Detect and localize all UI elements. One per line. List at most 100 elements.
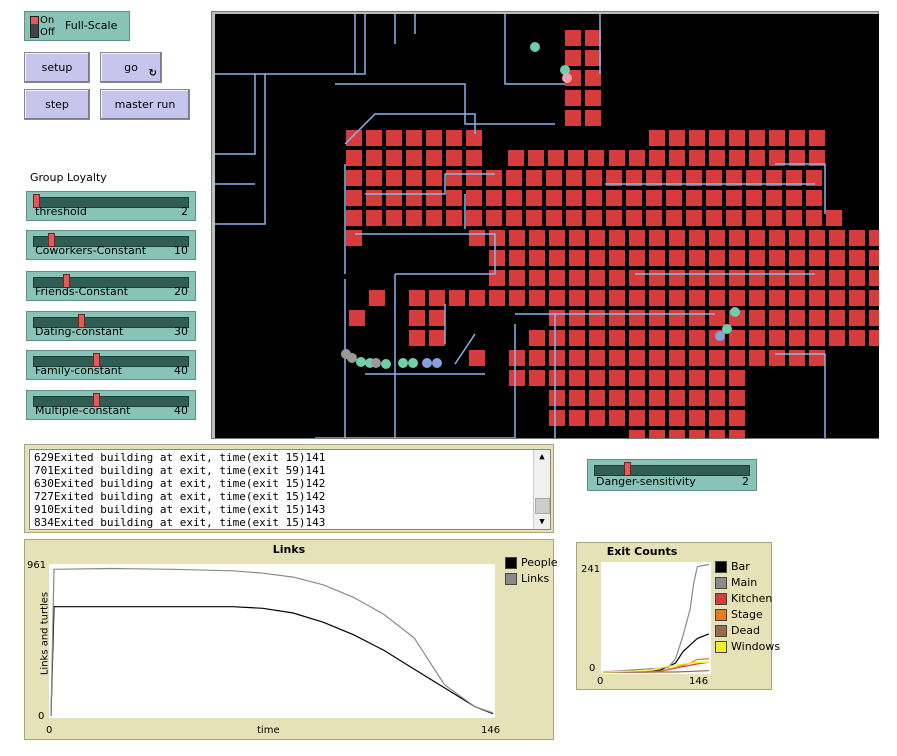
slider-track[interactable] [33, 277, 189, 288]
go-button[interactable]: go ↻ [100, 52, 162, 83]
slider-threshold[interactable]: threshold 2 [26, 191, 196, 221]
slider-coworkers-constant[interactable]: Coworkers-Constant 10 [26, 230, 196, 260]
log-scrollbar[interactable]: ▲ ▼ [533, 450, 550, 529]
setup-button[interactable]: setup [24, 52, 90, 83]
fire-tile [486, 170, 502, 186]
fire-tile [549, 410, 565, 426]
person [381, 359, 391, 369]
slider-friends-constant[interactable]: Friends-Constant 20 [26, 271, 196, 301]
wall-segment [454, 333, 476, 365]
fire-tile [629, 150, 645, 166]
fire-tile [869, 270, 879, 286]
fire-tile [689, 370, 705, 386]
slider-track[interactable] [33, 356, 189, 367]
slider-dating-constant[interactable]: Dating-constant 30 [26, 311, 196, 341]
fire-tile [729, 350, 745, 366]
full-scale-switch[interactable]: On Off Full-Scale [24, 11, 130, 41]
fire-tile [769, 290, 785, 306]
fire-tile [629, 390, 645, 406]
scroll-up-icon[interactable]: ▲ [539, 452, 545, 462]
fire-tile [409, 330, 425, 346]
fire-tile [466, 170, 482, 186]
slider-multiple-constant[interactable]: Multiple-constant 40 [26, 390, 196, 420]
fire-tile [366, 170, 382, 186]
fire-tile [569, 230, 585, 246]
fire-tile [526, 210, 542, 226]
step-button[interactable]: step [24, 89, 90, 120]
fire-tile [566, 170, 582, 186]
fire-tile [586, 190, 602, 206]
slider-track[interactable] [33, 236, 189, 247]
fire-tile [749, 270, 765, 286]
fire-tile [749, 350, 765, 366]
fire-tile [569, 330, 585, 346]
fire-tile [706, 190, 722, 206]
world-view[interactable] [211, 11, 879, 439]
fire-tile [466, 190, 482, 206]
log-line: 910Exited building at exit, time(exit 15… [34, 503, 326, 516]
output-log[interactable]: 629Exited building at exit, time(exit 15… [29, 449, 551, 530]
fire-tile [789, 130, 805, 146]
person [398, 358, 408, 368]
fire-tile [769, 230, 785, 246]
fire-tile [809, 230, 825, 246]
links-ymax-label: 961 [27, 560, 47, 571]
fire-tile [809, 310, 825, 326]
fire-tile [569, 270, 585, 286]
fire-tile [489, 270, 505, 286]
slider-track[interactable] [33, 396, 189, 407]
fire-tile [849, 330, 865, 346]
fire-tile [686, 190, 702, 206]
fire-tile [769, 310, 785, 326]
fire-tile [769, 150, 785, 166]
fire-tile [729, 390, 745, 406]
slider-knob[interactable] [48, 233, 55, 247]
fire-tile [726, 190, 742, 206]
fire-tile [669, 350, 685, 366]
legend-label: Windows [731, 640, 781, 653]
slider-value: 40 [174, 364, 188, 377]
slider-track[interactable] [594, 465, 750, 476]
slider-track[interactable] [33, 317, 189, 328]
fire-tile [506, 190, 522, 206]
fire-tile [609, 350, 625, 366]
slider-knob[interactable] [78, 314, 85, 328]
slider-danger-sensitivity[interactable]: Danger-sensitivity 2 [587, 459, 757, 491]
legend-swatch [715, 608, 727, 621]
fire-tile [529, 350, 545, 366]
legend-item-links: Links [505, 572, 549, 585]
master-run-button[interactable]: master run [100, 89, 190, 120]
fire-tile [366, 190, 382, 206]
fire-tile [689, 230, 705, 246]
fire-tile [549, 350, 565, 366]
fire-tile [466, 150, 482, 166]
fire-tile [729, 370, 745, 386]
fire-tile [585, 50, 601, 66]
exit-counts-plot: Exit Counts 241 0 0 146 Bar Main Kitchen St… [576, 542, 780, 690]
slider-knob[interactable] [624, 462, 631, 476]
wall-segment [335, 83, 555, 125]
fire-tile [729, 290, 745, 306]
fire-tile [406, 210, 422, 226]
fire-tile [609, 270, 625, 286]
fire-tile [386, 210, 402, 226]
scroll-down-icon[interactable]: ▼ [539, 517, 545, 527]
scroll-thumb[interactable] [535, 498, 550, 514]
slider-knob[interactable] [63, 274, 70, 288]
fire-tile [446, 150, 462, 166]
slider-label: Coworkers-Constant [35, 244, 147, 257]
slider-knob[interactable] [93, 353, 100, 367]
legend-label: People [521, 556, 558, 569]
slider-value: 30 [174, 325, 188, 338]
slider-family-constant[interactable]: Family-constant 40 [26, 350, 196, 380]
fire-tile [546, 170, 562, 186]
fire-tile [769, 350, 785, 366]
fire-tile [749, 230, 765, 246]
fire-tile [649, 370, 665, 386]
fire-tile [629, 290, 645, 306]
fire-tile [406, 190, 422, 206]
wall-segment [775, 353, 826, 438]
slider-knob[interactable] [93, 393, 100, 407]
switch-toggle-icon[interactable] [30, 16, 39, 38]
slider-knob[interactable] [33, 194, 40, 208]
